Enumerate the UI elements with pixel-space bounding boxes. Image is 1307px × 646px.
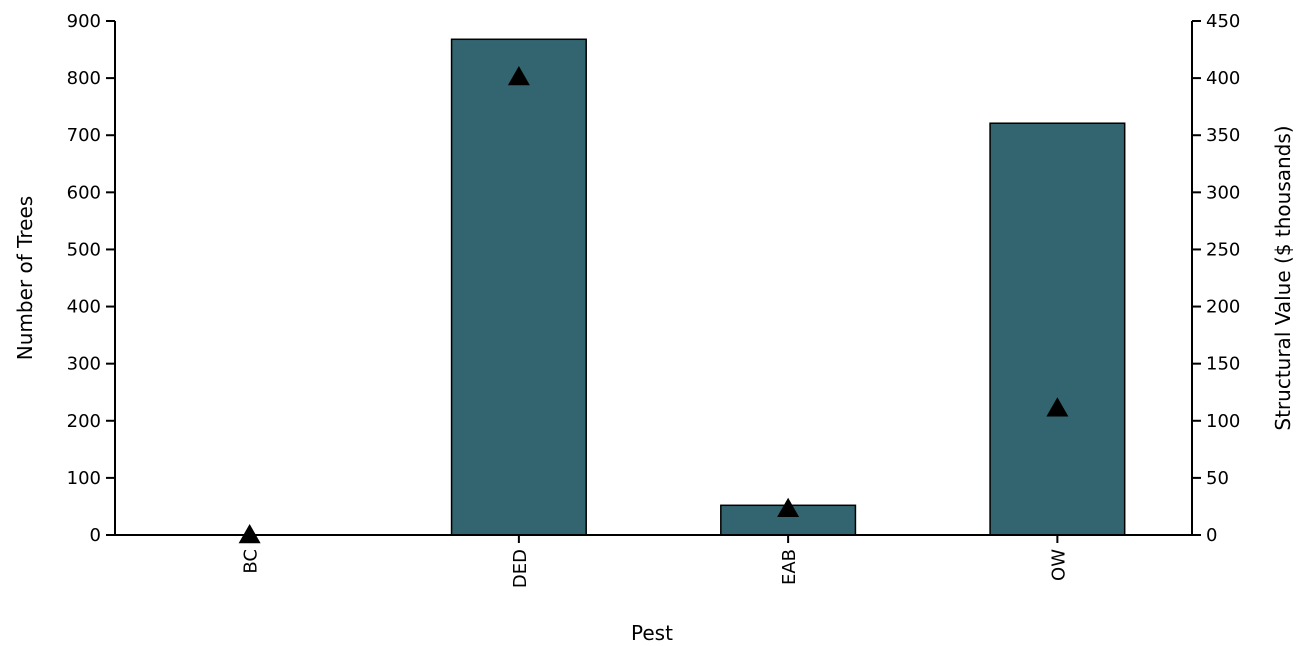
- y2-tick-label: 150: [1206, 354, 1240, 375]
- y-tick-label: 100: [67, 468, 101, 489]
- right-axis-ticks: 0 50 100 150 200 250 300 350 400 450: [1192, 11, 1240, 546]
- y2-tick-label: 200: [1206, 297, 1240, 318]
- bar-series: [450, 38, 1126, 536]
- y2-tick-label: 50: [1206, 468, 1229, 489]
- bar-ded: [450, 38, 587, 536]
- x-tick-label: OW: [1048, 549, 1069, 581]
- y-tick-label: 400: [67, 297, 101, 318]
- y2-tick-label: 350: [1206, 125, 1240, 146]
- x-axis-title: Pest: [631, 621, 673, 645]
- y-tick-label: 900: [67, 11, 101, 32]
- marker-ow: [1046, 397, 1069, 417]
- left-axis-ticks: 0 100 200 300 400 500 600 700 800 900: [67, 11, 115, 546]
- x-tick-label: BC: [241, 549, 262, 574]
- y2-tick-label: 300: [1206, 182, 1240, 203]
- x-tick-label: EAB: [779, 549, 800, 585]
- y2-axis-title: Structural Value ($ thousands): [1271, 125, 1295, 430]
- y-tick-label: 300: [67, 354, 101, 375]
- y-tick-label: 600: [67, 182, 101, 203]
- x-tick-label: DED: [510, 549, 531, 588]
- y2-tick-label: 0: [1206, 525, 1217, 546]
- y-tick-label: 500: [67, 239, 101, 260]
- y2-tick-label: 400: [1206, 68, 1240, 89]
- bar-ow: [989, 122, 1126, 536]
- y-tick-label: 800: [67, 68, 101, 89]
- y2-tick-label: 450: [1206, 11, 1240, 32]
- y-tick-label: 0: [90, 525, 101, 546]
- marker-series: [238, 65, 1069, 544]
- y-axis-title: Number of Trees: [13, 196, 37, 360]
- marker-bc: [238, 524, 261, 544]
- marker-ded: [507, 65, 530, 86]
- y2-tick-label: 250: [1206, 239, 1240, 260]
- y-tick-label: 700: [67, 125, 101, 146]
- y2-tick-label: 100: [1206, 411, 1240, 432]
- marker-eab: [777, 497, 800, 517]
- x-axis-ticks: BC DED EAB OW: [241, 535, 1069, 588]
- y-tick-label: 200: [67, 411, 101, 432]
